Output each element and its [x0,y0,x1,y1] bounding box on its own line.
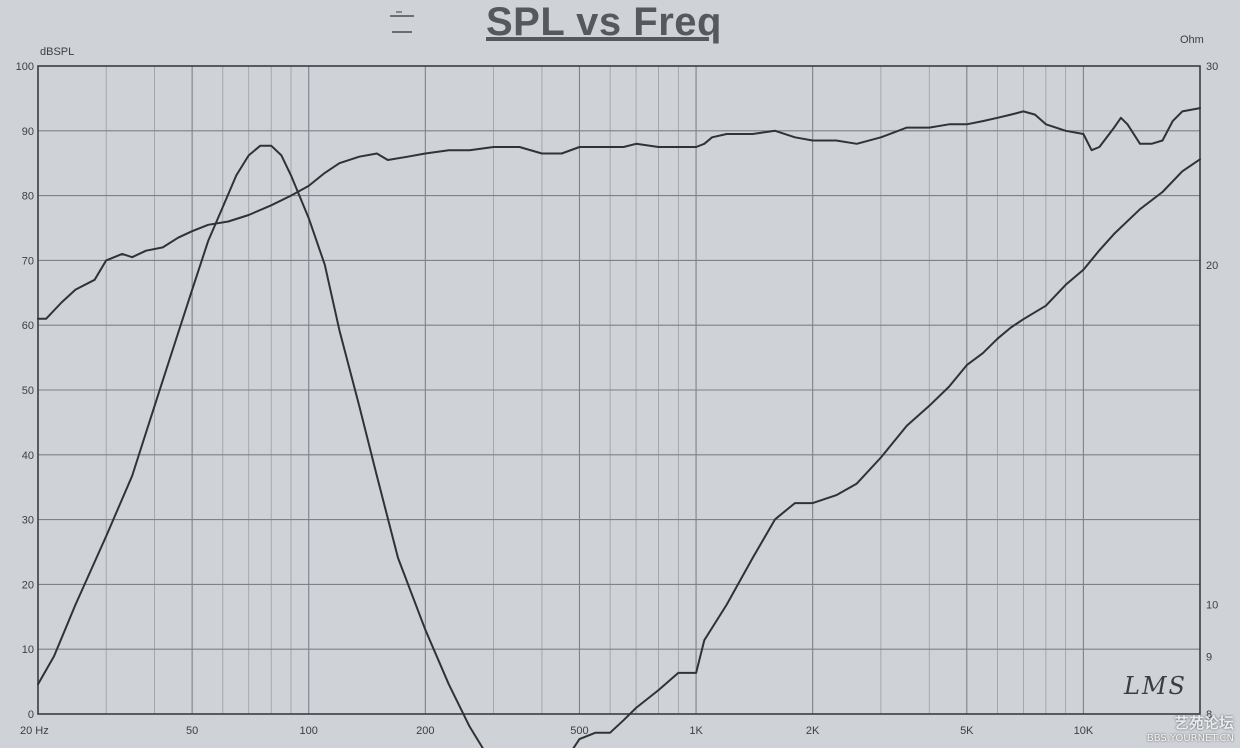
y2-tick-label: 9 [1206,651,1212,663]
x-tick-label: 20 Hz [20,725,49,737]
impedance-series-line [37,144,1201,748]
chart-title: SPL vs Freq [486,0,722,44]
y-tick-label: 40 [22,450,34,462]
y2-tick-label: 10 [1206,600,1218,612]
y2-axis-unit-label: Ohm [1180,34,1204,46]
y2-tick-label: 30 [1206,61,1218,73]
x-tick-label: 10K [1074,725,1094,737]
y-tick-label: 90 [22,126,34,138]
y-tick-label: 80 [22,191,34,203]
y-tick-label: 0 [28,709,34,721]
plot-frame [37,65,1201,715]
x-tick-label: 5K [960,725,974,737]
header-mark-icon [390,11,414,33]
y-tick-label: 60 [22,320,34,332]
y-tick-label: 10 [22,644,34,656]
series-layer [37,107,1201,748]
x-tick-label: 2K [806,725,820,737]
watermark-cn: 艺苑论坛 [1173,714,1234,732]
x-tick-label: 200 [416,725,434,737]
y-tick-label: 50 [22,385,34,397]
x-tick-label: 500 [570,725,588,737]
y-axis-unit-label: dBSPL [40,46,75,58]
y-tick-label: 20 [22,579,34,591]
x-tick-label: 50 [186,725,198,737]
watermark-url: BBS.YOURNET.CN [1146,733,1234,744]
x-tick-label: 1K [689,725,703,737]
tick-labels: 0 10 20 30 40 50 60 70 80 90 100 20 Hz 50 100 200 500 1K… [16,61,1219,737]
watermark: 艺苑论坛 BBS.YOURNET.CN [1147,712,1234,744]
lms-logo: LMS [1124,672,1187,700]
y2-tick-label: 8 [1206,709,1212,721]
y-tick-label: 30 [22,515,34,527]
grid-major [38,66,1200,714]
x-tick-label: 100 [300,725,318,737]
spl-series-line [37,107,1201,320]
y-tick-label: 100 [16,61,34,73]
y-tick-label: 70 [22,255,34,267]
y2-tick-label: 20 [1206,260,1218,272]
